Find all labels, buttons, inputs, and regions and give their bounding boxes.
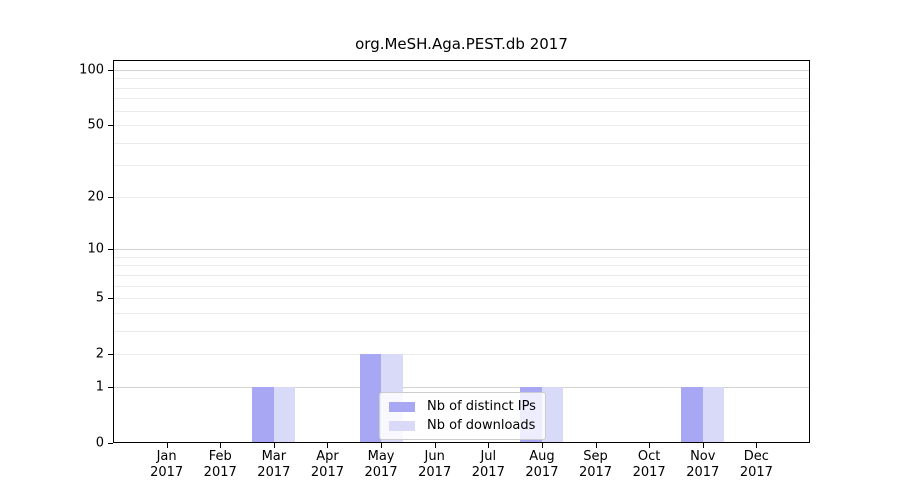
y-tick-label: 2 — [95, 346, 104, 362]
x-tick-label: May 2017 — [365, 449, 398, 481]
y-tick-mark — [108, 443, 113, 444]
x-tick-label: Mar 2017 — [257, 449, 290, 481]
x-tick-year: 2017 — [578, 465, 613, 480]
x-tick-month: May — [367, 449, 395, 464]
x-tick-month: Sep — [583, 449, 608, 464]
bar-downloads — [541, 386, 564, 443]
y-tick-label: 100 — [79, 62, 104, 78]
gridline-minor — [113, 285, 810, 287]
bar-distinct-ips — [359, 354, 382, 443]
legend-label-downloads: Nb of downloads — [427, 418, 536, 433]
legend-item-downloads: Nb of downloads — [389, 416, 536, 435]
x-tick-mark — [381, 443, 383, 448]
x-tick-label: Feb 2017 — [204, 449, 237, 481]
x-tick-label: Jun 2017 — [418, 449, 451, 481]
gridline-minor — [113, 312, 810, 314]
x-tick-year: 2017 — [150, 465, 184, 480]
x-tick-mark — [273, 443, 275, 448]
gridline-minor — [113, 196, 810, 198]
y-tick-label: 50 — [87, 117, 104, 133]
legend-item-distinct-ips: Nb of distinct IPs — [389, 397, 536, 416]
x-tick-year: 2017 — [632, 465, 666, 480]
x-tick-mark — [434, 443, 436, 448]
x-tick-mark — [488, 443, 490, 448]
x-tick-mark — [327, 443, 329, 448]
x-tick-label: Apr 2017 — [311, 449, 344, 481]
x-tick-label: Nov 2017 — [686, 449, 719, 481]
x-tick-year: 2017 — [310, 465, 344, 480]
gridline-minor — [113, 274, 810, 276]
x-tick-mark — [220, 443, 222, 448]
x-tick-month: Nov — [690, 449, 716, 464]
x-tick-label: Sep 2017 — [579, 449, 612, 481]
gridline-minor — [113, 256, 810, 258]
legend: Nb of distinct IPs Nb of downloads — [379, 392, 546, 440]
x-tick-year: 2017 — [418, 465, 452, 480]
x-tick-month: Mar — [261, 449, 287, 464]
x-tick-month: Jun — [424, 449, 445, 464]
x-tick-label: Dec 2017 — [740, 449, 773, 481]
x-tick-mark — [649, 443, 651, 448]
x-tick-year: 2017 — [739, 465, 773, 480]
x-tick-year: 2017 — [203, 465, 237, 480]
x-tick-month: Apr — [316, 449, 339, 464]
plot-area — [113, 60, 810, 443]
gridline-major — [113, 249, 810, 251]
y-tick-label: 10 — [87, 241, 104, 257]
x-tick-label: Jul 2017 — [472, 449, 505, 481]
x-tick-year: 2017 — [471, 465, 505, 480]
x-tick-mark — [756, 443, 758, 448]
bar-distinct-ips — [681, 386, 703, 443]
x-tick-mark — [541, 443, 543, 448]
legend-swatch-distinct-ips — [389, 401, 415, 412]
chart-title: org.MeSH.Aga.PEST.db 2017 — [355, 35, 568, 53]
gridline-major — [113, 386, 810, 388]
gridline-minor — [113, 265, 810, 267]
y-tick-label: 20 — [87, 189, 104, 205]
gridline-minor — [113, 142, 810, 144]
legend-swatch-downloads — [389, 420, 415, 431]
y-tick-label: 1 — [95, 379, 104, 395]
x-tick-mark — [702, 443, 704, 448]
x-tick-year: 2017 — [364, 465, 398, 480]
x-tick-label: Oct 2017 — [633, 449, 666, 481]
bar-distinct-ips — [252, 386, 274, 443]
x-tick-year: 2017 — [686, 465, 720, 480]
x-tick-month: Oct — [637, 449, 661, 464]
x-tick-month: Jan — [156, 449, 177, 464]
gridline-minor — [113, 78, 810, 80]
x-tick-month: Dec — [743, 449, 769, 464]
bar-downloads — [273, 386, 296, 443]
y-tick-label: 0 — [95, 435, 104, 451]
x-tick-month: Feb — [208, 449, 232, 464]
x-tick-month: Aug — [529, 449, 555, 464]
x-tick-year: 2017 — [257, 465, 291, 480]
gridline-major — [113, 69, 810, 71]
gridline-minor — [113, 165, 810, 167]
gridline-minor — [113, 330, 810, 332]
gridline-minor — [113, 110, 810, 112]
x-tick-label: Jan 2017 — [150, 449, 183, 481]
gridline-minor — [113, 98, 810, 100]
gridline-minor — [113, 354, 810, 356]
gridline-minor — [113, 87, 810, 89]
x-tick-label: Aug 2017 — [525, 449, 558, 481]
x-tick-mark — [595, 443, 597, 448]
x-tick-mark — [166, 443, 168, 448]
x-tick-month: Jul — [480, 449, 497, 464]
y-tick-label: 5 — [95, 290, 104, 306]
gridline-minor — [113, 298, 810, 300]
gridline-minor — [113, 125, 810, 127]
bar-downloads — [702, 386, 725, 443]
x-tick-year: 2017 — [525, 465, 559, 480]
legend-label-distinct-ips: Nb of distinct IPs — [427, 399, 536, 414]
